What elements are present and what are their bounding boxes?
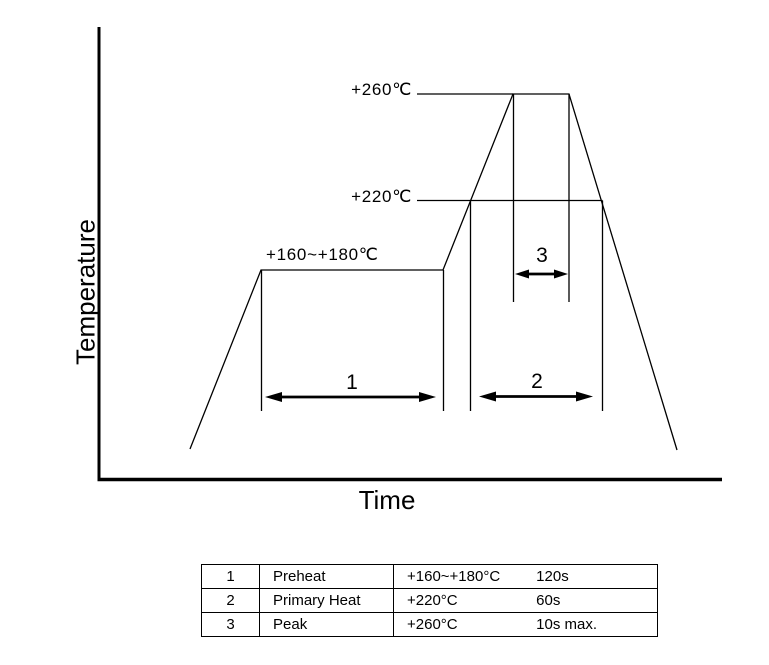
peak-temp-label: +260℃ xyxy=(351,80,412,99)
stage-number: 1 xyxy=(201,564,260,589)
stage-spec: +260°C 10s max. xyxy=(393,612,658,637)
stage-time: 10s max. xyxy=(536,616,598,633)
primary-temp-label: +220℃ xyxy=(351,187,412,206)
stage-name: Primary Heat xyxy=(259,588,394,613)
stage-spec-table: 1 Preheat +160~+180°C 120s 2 Primary Hea… xyxy=(201,564,658,637)
region-2-label: 2 xyxy=(531,370,543,393)
stage-spec: +220°C 60s xyxy=(393,588,658,613)
stage-name: Preheat xyxy=(259,564,394,589)
stage-name: Peak xyxy=(259,612,394,637)
region-1-label: 1 xyxy=(346,371,358,394)
x-axis-label: Time xyxy=(358,485,416,515)
stage-spec: +160~+180°C 120s xyxy=(393,564,658,589)
stage-time: 120s xyxy=(536,568,569,585)
temperature-profile-chart xyxy=(97,27,722,482)
stage-time: 60s xyxy=(536,592,561,609)
stage-temp: +260°C xyxy=(407,616,458,633)
table-row: 1 Preheat +160~+180°C 120s xyxy=(201,564,658,589)
duration-arrow-2-icon xyxy=(479,391,593,402)
preheat-temp-label: +160~+180℃ xyxy=(266,245,379,264)
table-row: 3 Peak +260°C 10s max. xyxy=(201,612,658,637)
region-3-label: 3 xyxy=(536,244,548,267)
stage-temp: +160~+180°C xyxy=(407,568,501,585)
duration-arrow-1-icon xyxy=(265,392,436,402)
stage-temp: +220°C xyxy=(407,592,458,609)
stage-number: 3 xyxy=(201,612,260,637)
duration-arrow-3-icon xyxy=(515,269,568,279)
profile-curve xyxy=(189,93,678,451)
stage-number: 2 xyxy=(201,588,260,613)
table-row: 2 Primary Heat +220°C 60s xyxy=(201,588,658,613)
y-axis-label: Temperature xyxy=(70,219,101,365)
